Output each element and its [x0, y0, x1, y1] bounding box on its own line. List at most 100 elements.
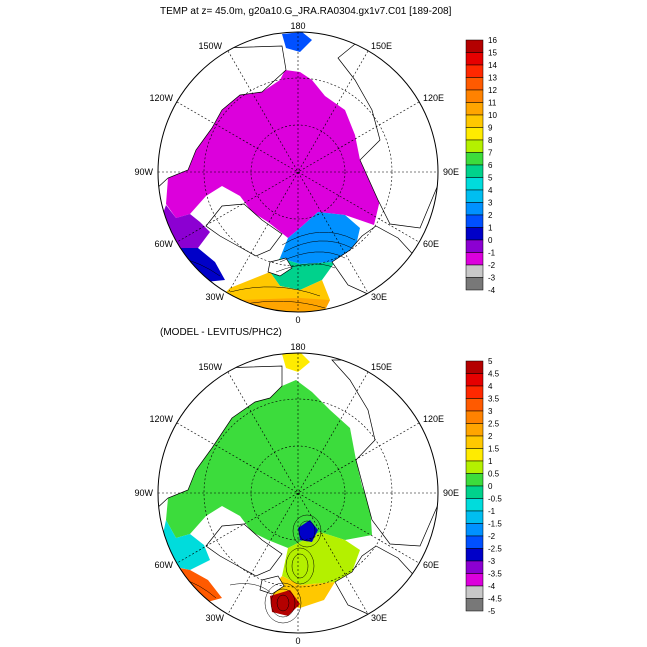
- colorbar-swatch: [465, 448, 484, 462]
- colorbar: 5 4.5 4 3.5 3 2.5 2 1.5 1 0.5 0 -0.5 -1 -1.5 -2 -2.5 -3 -…: [465, 357, 502, 616]
- colorbar-tick-label: -0.5: [488, 495, 502, 504]
- colorbar-swatch: [465, 560, 484, 574]
- colorbar-tick-label: 7: [488, 149, 493, 158]
- longitude-labels: 180 0 90W 90E 150W 120W 150E 120E 60W 30…: [134, 21, 459, 325]
- colorbar-swatch: [465, 510, 484, 524]
- colorbar-tick-label: 0: [488, 482, 493, 491]
- colorbar-tick-label: 4.5: [488, 370, 500, 379]
- lon-label-left: 90W: [134, 488, 153, 498]
- colorbar-swatch: [465, 102, 484, 116]
- region-barents: [282, 532, 360, 585]
- map-panel: [158, 32, 438, 312]
- colorbar-tick-label: -1: [488, 507, 496, 516]
- colorbar-swatch: [465, 177, 484, 191]
- lon-label-30w: 30W: [205, 292, 224, 302]
- lon-label-top: 180: [290, 342, 305, 352]
- colorbar-swatch: [465, 435, 484, 449]
- colorbar-tick-label: 4: [488, 186, 493, 195]
- lon-label-120w: 120W: [149, 93, 173, 103]
- colorbar-swatch: [465, 139, 484, 153]
- lon-label-150w: 150W: [198, 362, 222, 372]
- colorbar-swatch: [465, 598, 484, 612]
- colorbar-swatch: [465, 39, 484, 53]
- colorbar-swatch: [465, 573, 484, 587]
- colorbar-tick-label: -2: [488, 532, 496, 541]
- region-bering: [282, 353, 310, 372]
- colorbar-swatch: [465, 548, 484, 562]
- colorbar-swatch: [465, 64, 484, 78]
- colorbar-tick-label: 3.5: [488, 395, 500, 404]
- colorbar-tick-label: 8: [488, 136, 493, 145]
- colorbar-tick-label: 16: [488, 36, 497, 45]
- colorbar-swatch: [465, 127, 484, 141]
- lon-label-bottom: 0: [295, 636, 300, 646]
- lon-label-60e: 60E: [423, 239, 439, 249]
- lon-label-150w: 150W: [198, 41, 222, 51]
- colorbar-tick-label: 12: [488, 86, 497, 95]
- colorbar-tick-label: 4: [488, 382, 493, 391]
- lon-label-150e: 150E: [371, 41, 392, 51]
- lon-label-120e: 120E: [423, 414, 444, 424]
- colorbar-tick-label: -5: [488, 607, 496, 616]
- colorbar-swatch: [465, 77, 484, 91]
- colorbar-swatch: [465, 373, 484, 387]
- colorbar-tick-label: 9: [488, 124, 493, 133]
- lon-label-right: 90E: [443, 167, 459, 177]
- lon-label-top: 180: [290, 21, 305, 31]
- colorbar-swatch: [465, 189, 484, 203]
- colorbar-swatch: [465, 385, 484, 399]
- lon-label-60w: 60W: [154, 560, 173, 570]
- colorbar-tick-label: 5: [488, 357, 493, 366]
- colorbar-tick-label: 1: [488, 224, 493, 233]
- colorbar-tick-label: -4: [488, 582, 496, 591]
- colorbar-swatch: [465, 585, 484, 599]
- lon-label-left: 90W: [134, 167, 153, 177]
- region-barents: [280, 212, 360, 264]
- colorbar-swatch: [465, 227, 484, 241]
- lon-label-60e: 60E: [423, 560, 439, 570]
- lon-label-60w: 60W: [154, 239, 173, 249]
- region-north-atlantic-max: [270, 590, 300, 616]
- region-bering: [282, 32, 312, 52]
- colorbar-tick-label: -4.5: [488, 595, 502, 604]
- colorbar-swatch: [465, 264, 484, 278]
- panel-temperature: TEMP at z= 45.0m, g20a10.G_JRA.RA0304.gx…: [134, 6, 497, 325]
- colorbar-tick-label: 3: [488, 199, 493, 208]
- colorbar-tick-label: 0.5: [488, 470, 500, 479]
- colorbar-tick-label: -3: [488, 274, 496, 283]
- colorbar-tick-label: 14: [488, 61, 497, 70]
- colorbar-tick-label: 5: [488, 174, 493, 183]
- colorbar-swatch: [465, 460, 484, 474]
- lon-label-bottom: 0: [295, 315, 300, 325]
- colorbar-swatch: [465, 52, 484, 66]
- lon-label-30e: 30E: [371, 613, 387, 623]
- colorbar-swatch: [465, 164, 484, 178]
- contour-lines: [179, 231, 356, 309]
- panel-difference: (MODEL - LEVITUS/PHC2): [134, 327, 502, 646]
- region-central-arctic: [166, 70, 380, 238]
- colorbar-tick-label: 2: [488, 432, 493, 441]
- colorbar-swatch: [465, 423, 484, 437]
- lon-label-right: 90E: [443, 488, 459, 498]
- colorbar-swatch: [465, 277, 484, 291]
- colorbar-tick-label: -4: [488, 286, 496, 295]
- longitude-labels: 180 0 90W 90E 150W 120W 150E 120E 60W 30…: [134, 342, 459, 646]
- colorbar-swatch: [465, 498, 484, 512]
- lon-label-30e: 30E: [371, 292, 387, 302]
- colorbar-swatch: [465, 410, 484, 424]
- panel-title: (MODEL - LEVITUS/PHC2): [160, 327, 282, 338]
- panel-title: TEMP at z= 45.0m, g20a10.G_JRA.RA0304.gx…: [160, 6, 452, 17]
- colorbar-tick-label: -1: [488, 249, 496, 258]
- map-boundary: [157, 31, 439, 313]
- colorbar-tick-label: 15: [488, 49, 497, 58]
- lon-label-120w: 120W: [149, 414, 173, 424]
- colorbar-tick-label: 1.5: [488, 445, 500, 454]
- colorbar-swatch: [465, 114, 484, 128]
- colorbar-swatch: [465, 239, 484, 253]
- colorbar-tick-label: 0: [488, 236, 493, 245]
- colorbar-tick-label: 1: [488, 457, 493, 466]
- colorbar-swatch: [465, 89, 484, 103]
- colorbar-swatch: [465, 202, 484, 216]
